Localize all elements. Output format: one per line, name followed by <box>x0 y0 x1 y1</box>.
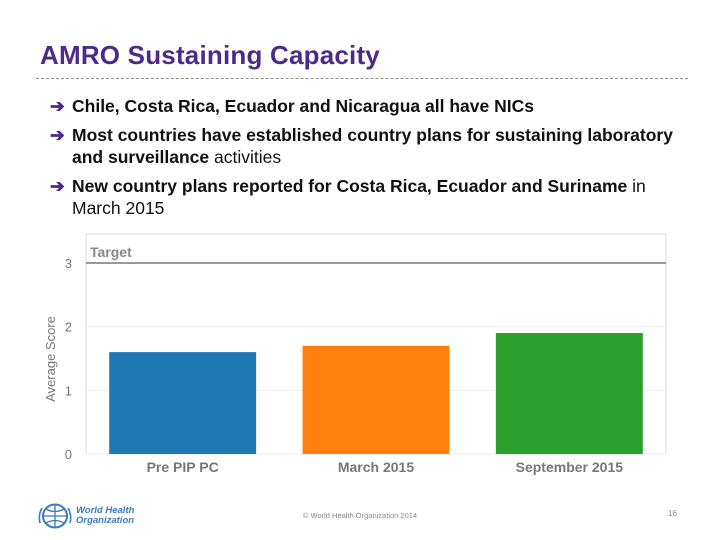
y-tick-label: 1 <box>65 383 72 398</box>
x-tick-label: September 2015 <box>516 459 624 475</box>
bullet-text: New country plans reported for Costa Ric… <box>72 176 628 196</box>
slide-number: 16 <box>668 509 677 518</box>
bullet-text: Most countries have established country … <box>72 125 673 167</box>
logo-line-1: World Health <box>76 505 135 516</box>
who-logo: World Health Organization <box>38 503 134 529</box>
bullet-item: ➔ Most countries have established countr… <box>50 124 690 168</box>
x-tick-label: Pre PIP PC <box>147 459 219 475</box>
bullet-text-light: in March 2015 <box>72 176 646 218</box>
right-arrow-icon: ➔ <box>50 96 65 116</box>
bar-chart-svg: 0 1 2 3 Average Score Target Pre PIP PC March 2… <box>43 233 667 475</box>
target-label: Target <box>90 244 132 260</box>
who-emblem-icon <box>38 503 72 529</box>
bar-2 <box>302 345 450 454</box>
y-tick-label: 3 <box>65 256 72 271</box>
bullet-text-light: activities <box>209 147 282 167</box>
title-divider <box>36 78 688 79</box>
right-arrow-icon: ➔ <box>50 176 65 196</box>
y-tick-label: 2 <box>65 320 72 335</box>
bar-3 <box>495 333 643 454</box>
bullet-list: ➔ Chile, Costa Rica, Ecuador and Nicarag… <box>50 95 690 226</box>
right-arrow-icon: ➔ <box>50 125 65 145</box>
bullet-text: Chile, Costa Rica, Ecuador and Nicaragua… <box>72 96 534 116</box>
copyright-text: © World Health Organization 2014 <box>302 511 418 520</box>
slide-title: AMRO Sustaining Capacity <box>40 40 380 70</box>
y-tick-label: 0 <box>65 447 72 462</box>
logo-line-2: Organization <box>76 515 135 526</box>
y-axis-label: Average Score <box>43 316 58 402</box>
bar-1 <box>109 352 257 454</box>
x-tick-label: March 2015 <box>338 459 414 475</box>
bullet-item: ➔ New country plans reported for Costa R… <box>50 175 690 219</box>
bar-chart: 0 1 2 3 Average Score Target Pre PIP PC March 2… <box>36 228 672 480</box>
bullet-item: ➔ Chile, Costa Rica, Ecuador and Nicarag… <box>50 95 690 117</box>
